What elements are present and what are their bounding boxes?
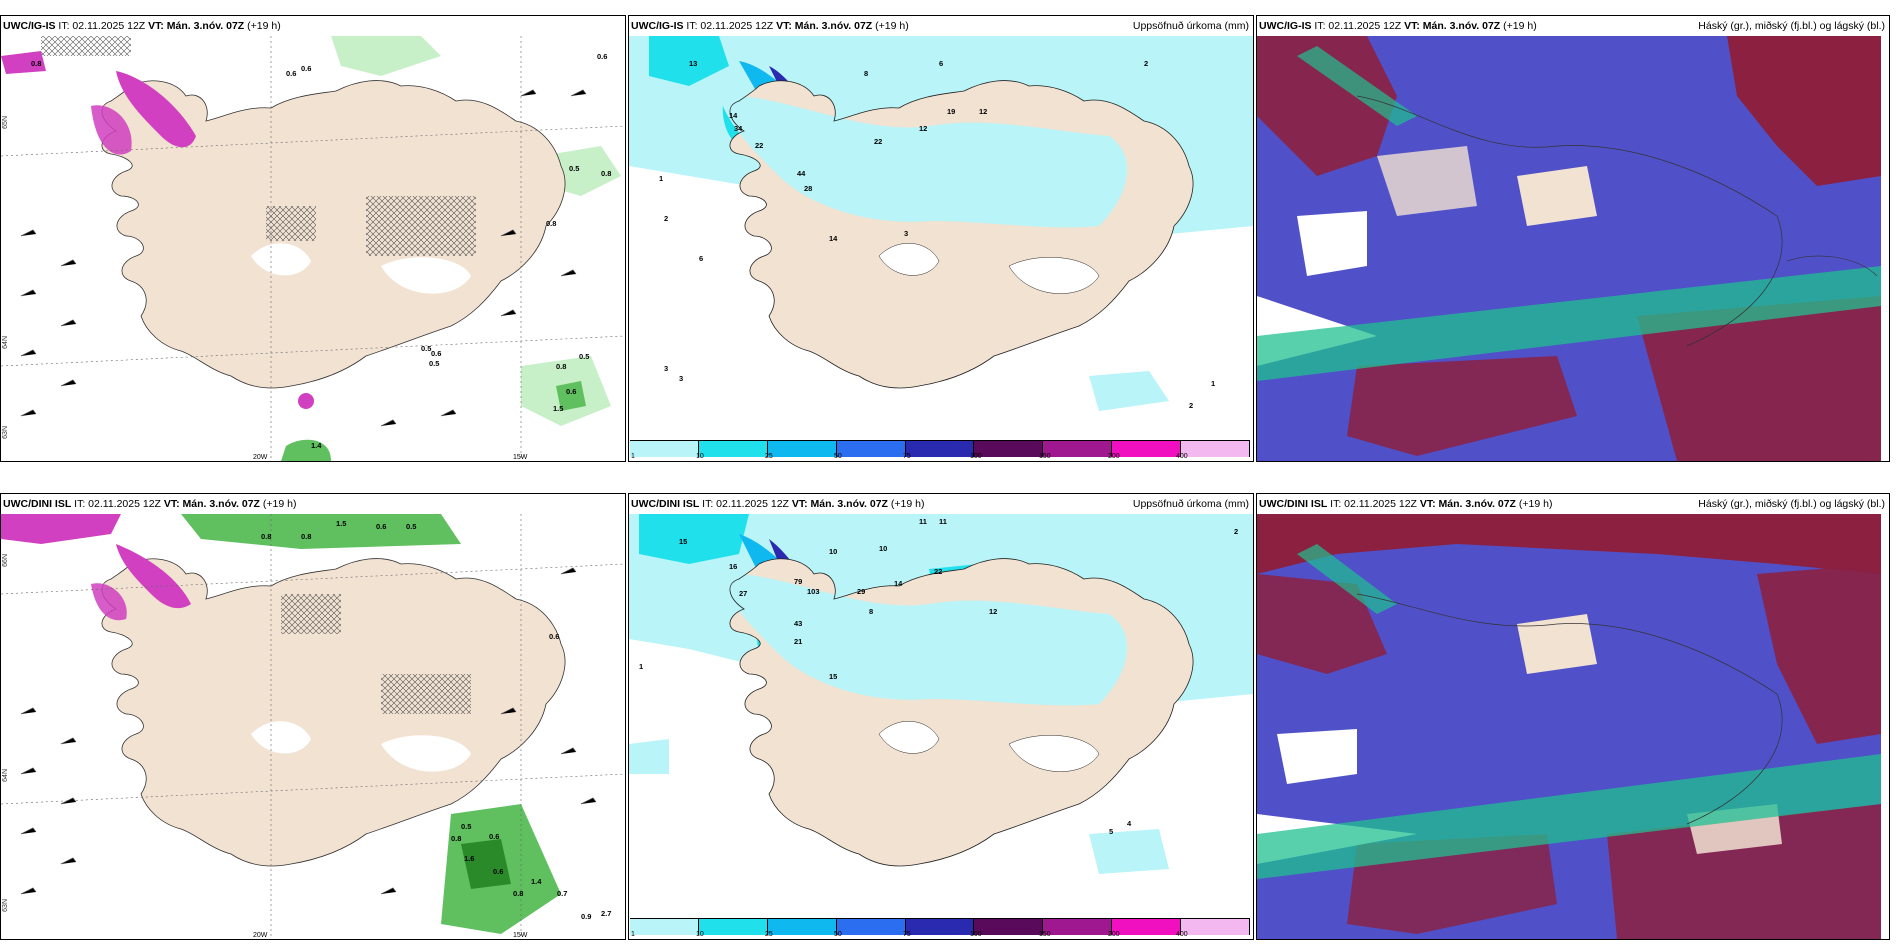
colorbar-segment: [836, 919, 906, 935]
panel-subtitle: Uppsöfnuð úrkoma (mm): [1132, 20, 1249, 32]
map-clouds[interactable]: [1257, 514, 1889, 939]
precip-colorbar: [630, 440, 1251, 459]
lat-label: 64N: [2, 336, 9, 349]
panel-header: UWC/IG-IS IT: 02.11.2025 12Z VT: Mán. 3.…: [1257, 16, 1889, 36]
colorbar-segment: [767, 441, 837, 457]
panel-header: UWC/IG-IS IT: 02.11.2025 12Z VT: Mán. 3.…: [629, 16, 1253, 36]
panel-subtitle: Uppsöfnuð úrkoma (mm): [1132, 498, 1249, 510]
colorbar-segment: [1112, 441, 1182, 457]
panel-dini-precip: UWC/DINI ISL IT: 02.11.2025 12Z VT: Mán.…: [628, 493, 1254, 940]
lon-label: 15W: [513, 932, 528, 939]
panel-header: UWC/DINI ISL IT: 02.11.2025 12Z VT: Mán.…: [1257, 494, 1889, 514]
lon-label: 20W: [253, 454, 268, 461]
colorbar-ticks: 1 10 25 50 75 100 150 200 400: [631, 453, 1188, 460]
lat-label: 64N: [2, 769, 9, 782]
panel-header: UWC/DINI ISL IT: 02.11.2025 12Z VT: Mán.…: [629, 494, 1253, 514]
colorbar-segment: [974, 441, 1044, 457]
colorbar-segment: [630, 441, 699, 457]
panel-dini-clouds: UWC/DINI ISL IT: 02.11.2025 12Z VT: Mán.…: [1256, 493, 1890, 940]
map-wind-precip[interactable]: 1.5 0.8 0.8 0.6 0.5 0.6 0.5 0.8 0.6 1.6 …: [1, 514, 625, 939]
lat-label: 63N: [2, 899, 9, 912]
colorbar-segment: [1112, 919, 1182, 935]
colorbar-segment: [630, 919, 699, 935]
colorbar-segment: [974, 919, 1044, 935]
map-wind-precip[interactable]: 0.8 0.6 0.6 0.6 0.5 0.8 0.8 0.5 0.6 0.5 …: [1, 36, 625, 461]
panel-header: UWC/IG-IS IT: 02.11.2025 12Z VT: Mán. 3.…: [1, 16, 625, 36]
map-canvas: [1, 36, 625, 461]
panel-igis-precip: UWC/IG-IS IT: 02.11.2025 12Z VT: Mán. 3.…: [628, 15, 1254, 462]
panel-subtitle: Háský (gr.), miðský (fj.bl.) og lágský (…: [1698, 498, 1885, 510]
colorbar-segment: [1043, 441, 1113, 457]
panel-igis-wind: UWC/IG-IS IT: 02.11.2025 12Z VT: Mán. 3.…: [0, 15, 626, 462]
colorbar-ticks: 1 10 25 50 75 100 150 200 400: [631, 931, 1188, 938]
lon-label: 20W: [253, 932, 268, 939]
panel-dini-wind: UWC/DINI ISL IT: 02.11.2025 12Z VT: Mán.…: [0, 493, 626, 940]
map-precip[interactable]: 15 10 10 11 11 16 29 79 103 43 27 21 22 …: [629, 514, 1253, 939]
map-precip[interactable]: 13 14 34 22 44 28 22 12 19 12 8 6 14 3 2…: [629, 36, 1253, 461]
colorbar-segment: [698, 441, 768, 457]
colorbar-segment: [1181, 919, 1251, 935]
lat-label: 66N: [2, 554, 9, 567]
colorbar-segment: [1181, 441, 1251, 457]
panel-igis-clouds: UWC/IG-IS IT: 02.11.2025 12Z VT: Mán. 3.…: [1256, 15, 1890, 462]
panel-subtitle: Háský (gr.), miðský (fj.bl.) og lágský (…: [1698, 20, 1885, 32]
colorbar-segment: [905, 441, 975, 457]
map-clouds[interactable]: [1257, 36, 1889, 461]
colorbar-segment: [767, 919, 837, 935]
colorbar-segment: [905, 919, 975, 935]
precip-colorbar: [630, 918, 1251, 937]
panel-header: UWC/DINI ISL IT: 02.11.2025 12Z VT: Mán.…: [1, 494, 625, 514]
colorbar-segment: [836, 441, 906, 457]
colorbar-segment: [698, 919, 768, 935]
lon-label: 15W: [513, 454, 528, 461]
lat-label: 65N: [2, 116, 9, 129]
colorbar-segment: [1043, 919, 1113, 935]
lat-label: 63N: [2, 426, 9, 439]
